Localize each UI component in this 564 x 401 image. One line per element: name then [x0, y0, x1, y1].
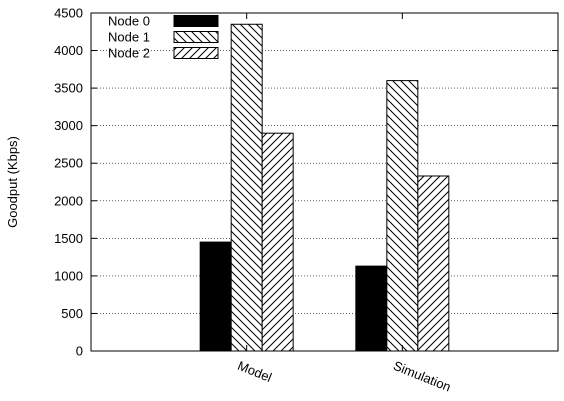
bar-node-2-simulation — [417, 175, 450, 352]
bar-node-2-model — [261, 132, 294, 352]
bar-node-1-simulation — [386, 80, 419, 352]
x-tick-label: Simulation — [391, 358, 453, 395]
bar-node-0-model — [199, 241, 232, 352]
legend-label: Node 2 — [108, 46, 150, 61]
axes — [90, 12, 559, 352]
y-tick-label: 1500 — [54, 231, 83, 246]
legend-swatch — [173, 47, 219, 59]
tick-labels: 0 500 1000 1500 2000 2500 3000 3500 4000 4500 Mode… — [54, 6, 453, 395]
y-tick-label: 2000 — [54, 193, 83, 208]
y-axis-label: Goodput (Kbps) — [5, 136, 20, 228]
legend-swatch — [173, 31, 219, 43]
bars — [199, 23, 450, 352]
legend-label: Node 0 — [108, 14, 150, 29]
y-tick-label: 500 — [61, 306, 83, 321]
legend-label: Node 1 — [108, 30, 150, 45]
legend-swatch — [173, 15, 219, 27]
bar-node-1-model — [230, 23, 263, 352]
y-tick-label: 3500 — [54, 81, 83, 96]
y-tick-label: 4500 — [54, 6, 83, 21]
y-tick-label: 0 — [76, 344, 83, 359]
x-tick-label: Model — [236, 358, 275, 385]
y-tick-label: 1000 — [54, 268, 83, 283]
plot-frame — [90, 12, 559, 352]
y-tick-label: 3000 — [54, 118, 83, 133]
gridlines — [91, 50, 558, 314]
y-tick-label: 4000 — [54, 43, 83, 58]
bar-node-0-simulation — [355, 265, 388, 352]
y-tick-label: 2500 — [54, 156, 83, 171]
